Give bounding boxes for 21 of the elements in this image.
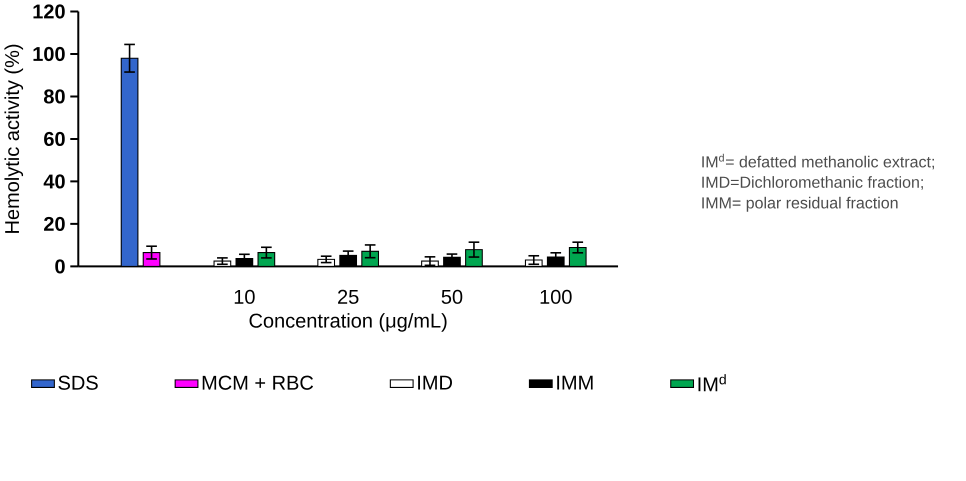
text: IMD=Dichloromethanic fraction;: [702, 176, 923, 190]
x-axis-title: Concentration (μg/mL): [250, 312, 447, 332]
legend-label: SDS: [58, 375, 98, 390]
legend-label: IM$^{d}$: [698, 374, 726, 391]
y-tick-label: 80: [44, 89, 65, 104]
y-tick-label: 40: [44, 174, 65, 188]
legend-label: IMM: [557, 376, 593, 390]
y-tick-label: 0: [55, 259, 65, 274]
x-tick-label: 100: [540, 290, 572, 304]
x-tick-label: 25: [338, 290, 358, 304]
y-axis-title: Hemolytic activity (%): [4, 44, 24, 233]
y-tick-label: 120: [33, 4, 65, 18]
y-tick-label: 100: [33, 46, 65, 61]
legend-label: IMD: [418, 376, 452, 390]
x-tick-label: 10: [234, 290, 255, 304]
y-tick-label: 20: [44, 216, 65, 231]
x-tick-label: 50: [442, 290, 462, 304]
text: IM$^{d}$= defatted methanolic extract;: [702, 154, 934, 170]
y-tick-label: 60: [44, 132, 65, 146]
legend-label: MCM + RBC: [202, 375, 314, 390]
text: IMM= polar residual fraction: [702, 196, 898, 212]
